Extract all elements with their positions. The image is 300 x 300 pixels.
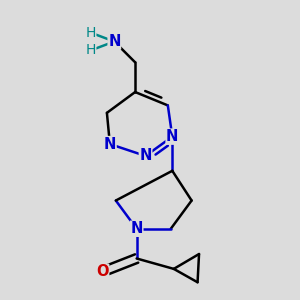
Text: N: N [108,34,121,49]
Text: N: N [130,221,143,236]
Text: H: H [85,44,96,57]
Text: H: H [85,26,96,40]
Text: N: N [140,148,152,164]
Text: O: O [96,264,109,279]
Text: N: N [104,136,116,152]
Text: N: N [166,129,178,144]
